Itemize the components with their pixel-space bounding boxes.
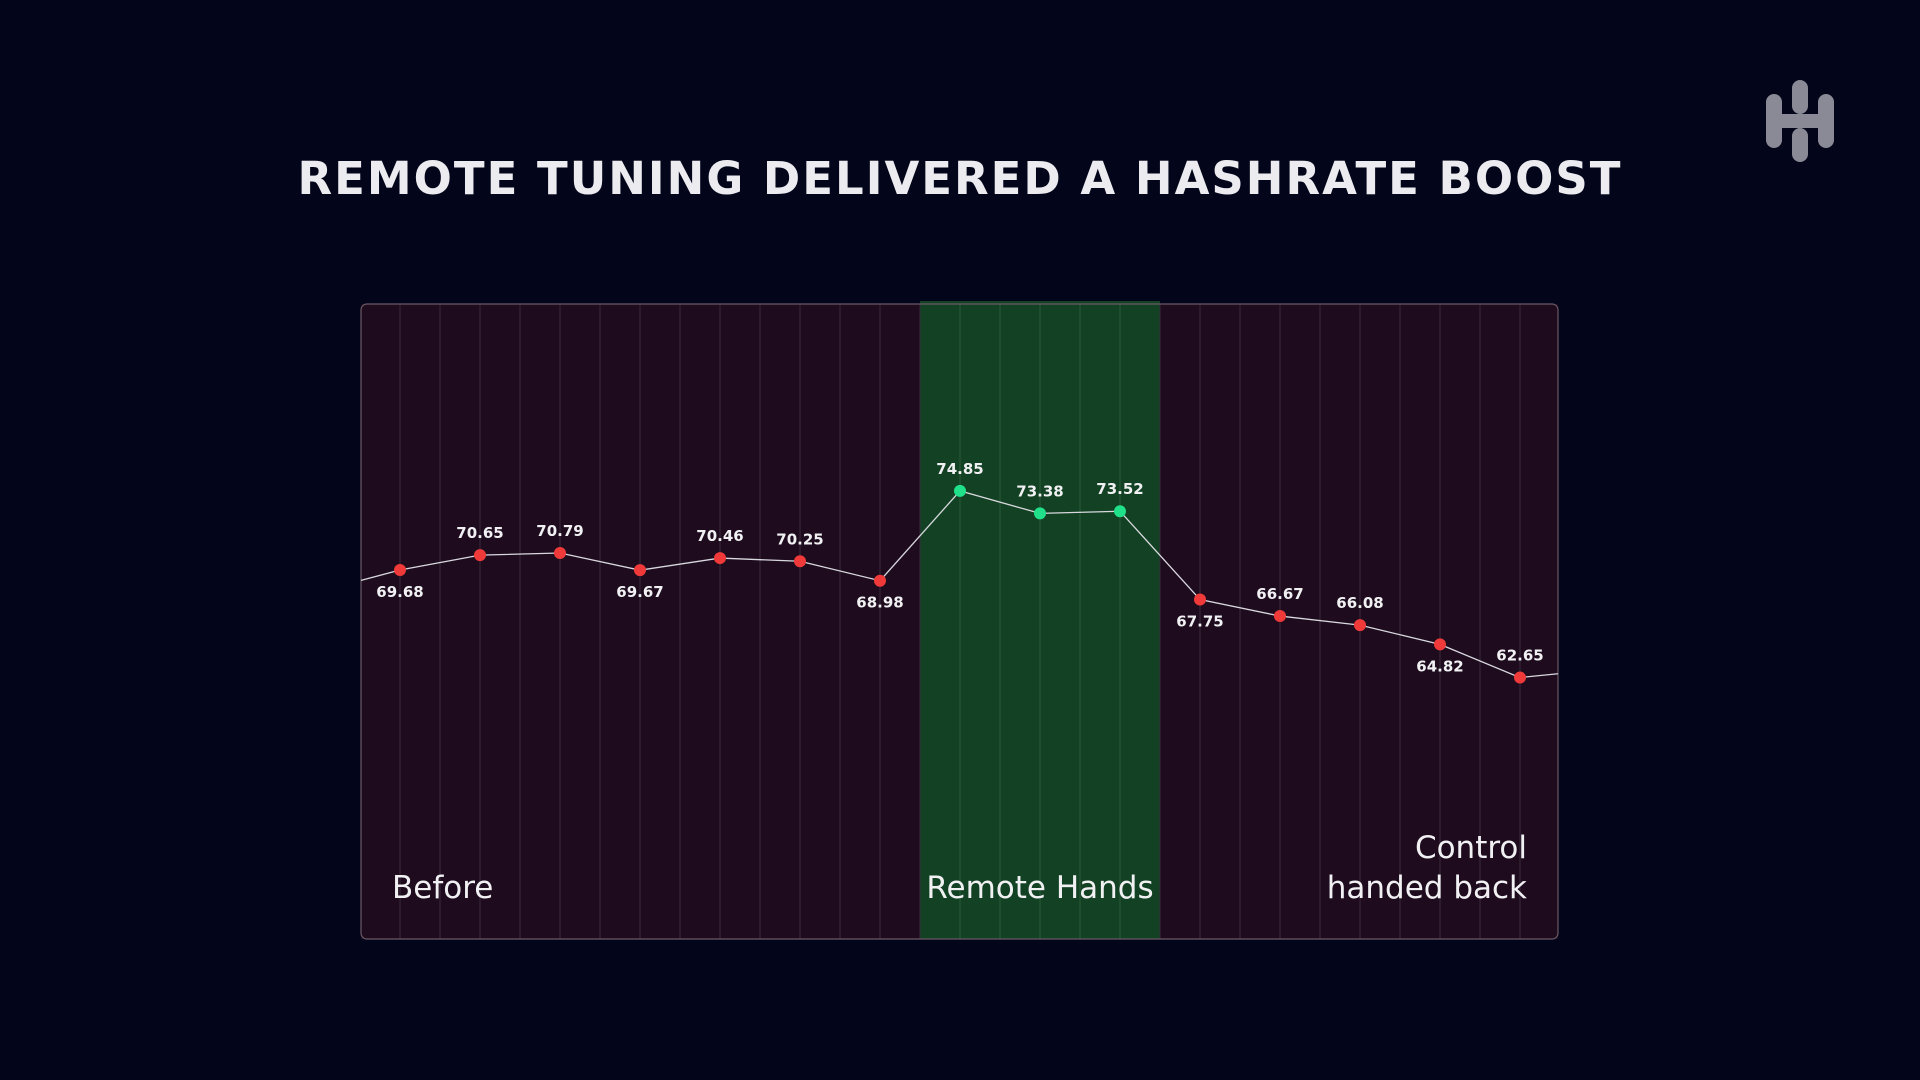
data-point: [394, 564, 406, 576]
region-label-after: handed back: [1327, 870, 1527, 906]
data-point-boost: [1114, 505, 1126, 518]
region-label-remote: Remote Hands: [926, 870, 1153, 906]
data-label: 70.79: [536, 522, 583, 540]
data-point: [474, 549, 486, 562]
data-label: 68.98: [856, 594, 903, 612]
data-point: [1434, 638, 1446, 651]
data-label: 73.52: [1096, 480, 1143, 498]
data-point: [874, 574, 886, 587]
data-label: 66.67: [1256, 585, 1303, 603]
data-label: 64.82: [1416, 657, 1463, 675]
region-label-after: Control: [1415, 830, 1527, 866]
data-point: [714, 552, 726, 565]
region-label-before: Before: [392, 870, 493, 906]
hiveon-h-logo-icon: [1766, 80, 1834, 162]
data-label: 66.08: [1336, 594, 1383, 612]
data-point-boost: [1034, 507, 1046, 520]
data-point-boost: [954, 484, 966, 497]
data-point: [1194, 593, 1206, 606]
data-point: [794, 555, 806, 568]
data-label: 70.65: [456, 524, 503, 542]
page-title: REMOTE TUNING DELIVERED A HASHRATE BOOST: [297, 152, 1623, 205]
data-label: 74.85: [936, 460, 983, 478]
data-point: [1354, 619, 1366, 632]
chart-frame: [360, 303, 1559, 940]
data-label: 69.67: [616, 583, 663, 601]
data-label: 70.25: [776, 530, 823, 548]
data-label: 67.75: [1176, 613, 1223, 631]
data-label: 73.38: [1016, 482, 1063, 500]
data-point: [554, 547, 566, 560]
data-label: 69.68: [376, 583, 423, 601]
data-label: 70.46: [696, 527, 743, 545]
data-point: [1514, 671, 1526, 684]
data-point: [1274, 610, 1286, 623]
data-point: [634, 564, 646, 577]
data-label: 62.65: [1496, 647, 1543, 665]
